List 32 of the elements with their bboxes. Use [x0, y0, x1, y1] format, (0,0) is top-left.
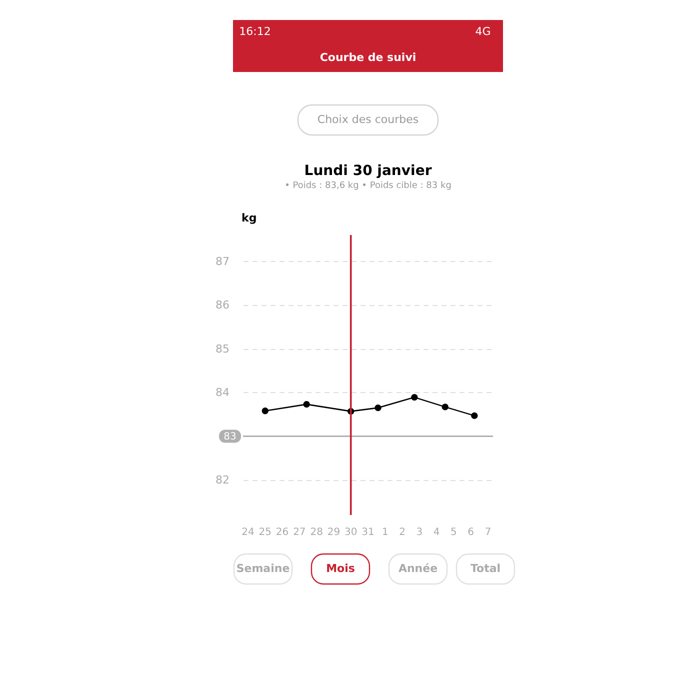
text: 4G	[475, 25, 491, 38]
text: Mois	[326, 562, 356, 575]
x-tick-label: 27	[293, 527, 306, 538]
x-tick-label: 5	[450, 527, 457, 538]
text: Courbe de suivi	[320, 51, 416, 64]
x-tick-label: 30	[344, 527, 358, 538]
x-tick-label: 4	[433, 527, 440, 538]
y-tick-label: 84	[216, 386, 230, 399]
x-tick-label: 6	[468, 527, 474, 538]
x-tick-label: 1	[382, 527, 388, 538]
ref-line-label: 83	[224, 431, 236, 442]
x-tick-label: 7	[484, 527, 492, 538]
chart-subtitle: • Poids : 83,6 kg • Poids cible : 83 kg	[284, 181, 452, 191]
y-tick-label: 82	[216, 474, 230, 486]
x-tick-label: 25	[258, 527, 272, 538]
text: Choix des courbes	[317, 113, 419, 126]
text: Total	[470, 562, 501, 575]
x-tick-label: 24	[242, 527, 254, 538]
y-tick-label: 85	[216, 342, 230, 356]
y-tick-label: 86	[216, 298, 230, 312]
x-tick-label: 29	[327, 527, 340, 538]
x-tick-label: 26	[276, 527, 289, 538]
text: Année	[398, 562, 438, 575]
y-axis-title: kg	[242, 212, 257, 224]
chart-title: Lundi 30 janvier	[304, 163, 432, 179]
x-tick-label: 3	[416, 527, 423, 538]
x-tick-label: 28	[310, 527, 323, 538]
text: 16:12	[239, 25, 271, 38]
y-tick-label: 87	[216, 254, 230, 268]
x-tick-label: 2	[399, 527, 406, 538]
text: Semaine	[236, 562, 290, 575]
x-tick-label: 31	[362, 527, 374, 538]
